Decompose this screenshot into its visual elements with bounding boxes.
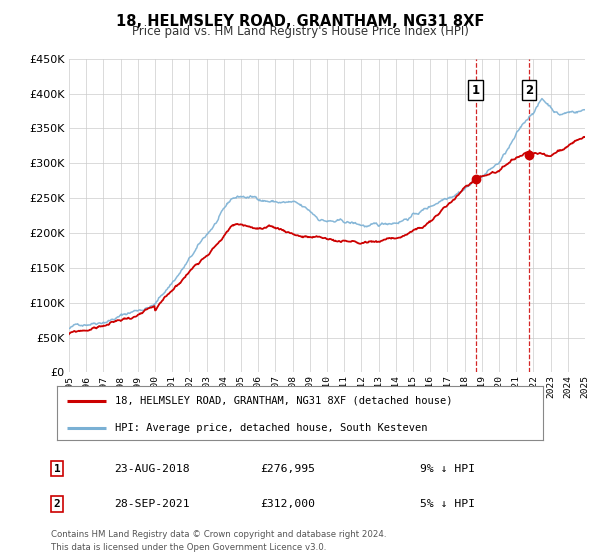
Text: 5% ↓ HPI: 5% ↓ HPI <box>420 499 475 509</box>
Text: 18, HELMSLEY ROAD, GRANTHAM, NG31 8XF: 18, HELMSLEY ROAD, GRANTHAM, NG31 8XF <box>116 14 484 29</box>
Text: 2: 2 <box>53 499 61 509</box>
Text: 23-AUG-2018: 23-AUG-2018 <box>114 464 190 474</box>
Text: £276,995: £276,995 <box>260 464 316 474</box>
Text: Contains HM Land Registry data © Crown copyright and database right 2024.: Contains HM Land Registry data © Crown c… <box>51 530 386 539</box>
Text: 2: 2 <box>525 83 533 97</box>
Text: 28-SEP-2021: 28-SEP-2021 <box>114 499 190 509</box>
Text: £312,000: £312,000 <box>260 499 316 509</box>
Text: 1: 1 <box>472 83 479 97</box>
Text: Price paid vs. HM Land Registry's House Price Index (HPI): Price paid vs. HM Land Registry's House … <box>131 25 469 38</box>
Text: 18, HELMSLEY ROAD, GRANTHAM, NG31 8XF (detached house): 18, HELMSLEY ROAD, GRANTHAM, NG31 8XF (d… <box>115 396 453 406</box>
Text: HPI: Average price, detached house, South Kesteven: HPI: Average price, detached house, Sout… <box>115 423 428 433</box>
Text: 1: 1 <box>53 464 61 474</box>
Text: This data is licensed under the Open Government Licence v3.0.: This data is licensed under the Open Gov… <box>51 543 326 552</box>
Text: 9% ↓ HPI: 9% ↓ HPI <box>420 464 475 474</box>
